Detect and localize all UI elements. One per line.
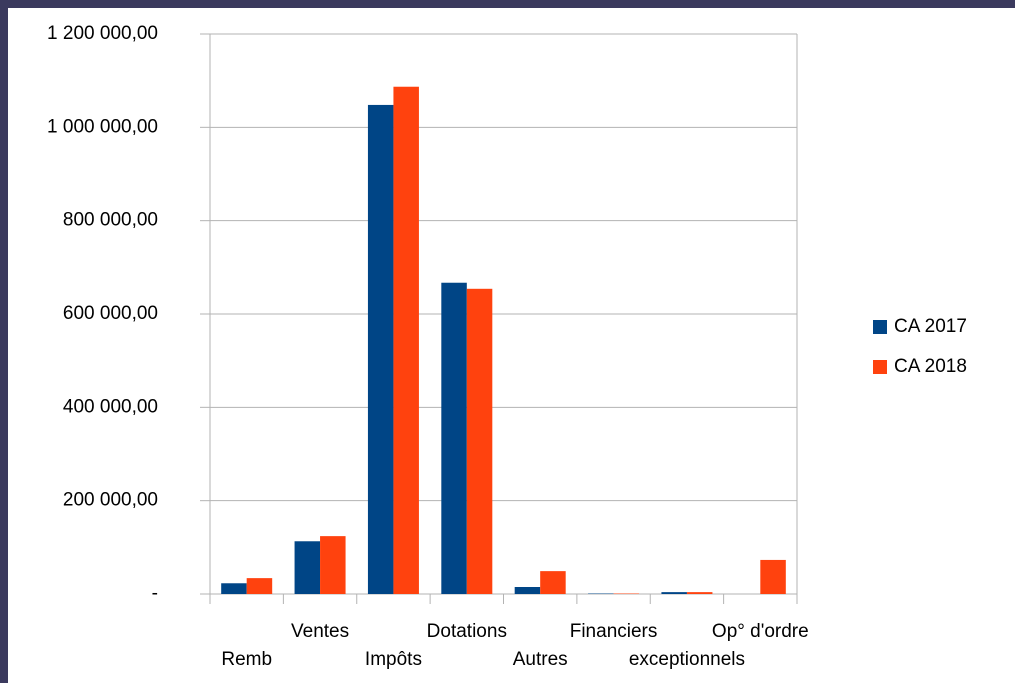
bar bbox=[540, 571, 566, 594]
bar bbox=[466, 288, 493, 594]
legend-label: CA 2017 bbox=[894, 316, 967, 337]
bar bbox=[294, 541, 321, 594]
bar bbox=[221, 583, 247, 594]
x-tick-label: Dotations bbox=[427, 621, 507, 642]
y-tick-label: - bbox=[152, 583, 158, 604]
bar bbox=[760, 559, 786, 594]
legend-swatch bbox=[873, 360, 887, 374]
bar bbox=[367, 104, 394, 594]
y-tick-label: 1 000 000,00 bbox=[47, 116, 158, 137]
x-tick-label: Remb bbox=[221, 649, 272, 670]
bar bbox=[393, 86, 419, 594]
x-tick-label: Impôts bbox=[365, 649, 422, 670]
x-tick-label: Ventes bbox=[291, 621, 349, 642]
x-tick-label: exceptionnels bbox=[629, 649, 745, 670]
bar bbox=[246, 578, 273, 594]
legend-label: CA 2018 bbox=[894, 356, 967, 377]
chart-background bbox=[8, 8, 1015, 683]
bar bbox=[320, 536, 346, 594]
y-tick-label: 1 200 000,00 bbox=[47, 23, 158, 44]
y-tick-label: 800 000,00 bbox=[63, 210, 158, 231]
y-tick-label: 200 000,00 bbox=[63, 490, 158, 511]
bar bbox=[514, 587, 541, 594]
bar bbox=[686, 592, 713, 594]
x-tick-label: Autres bbox=[513, 649, 568, 670]
bar bbox=[441, 282, 467, 594]
x-tick-label: Op° d'ordre bbox=[712, 621, 809, 642]
bar bbox=[661, 592, 687, 594]
legend-swatch bbox=[873, 320, 887, 334]
y-tick-label: 400 000,00 bbox=[63, 396, 158, 417]
y-tick-label: 600 000,00 bbox=[63, 303, 158, 324]
x-tick-label: Financiers bbox=[570, 621, 658, 642]
